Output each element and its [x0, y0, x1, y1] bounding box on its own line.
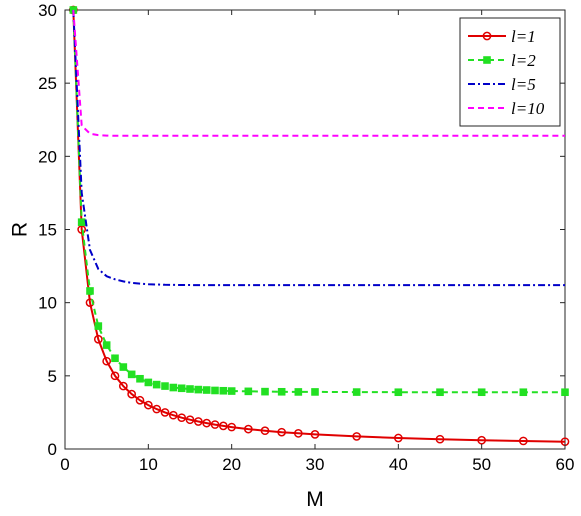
- y-tick-label: 10: [38, 294, 57, 313]
- legend-label: l=10: [511, 99, 545, 118]
- data-point: [202, 418, 212, 428]
- data-point: [519, 388, 528, 397]
- data-point: [435, 434, 445, 444]
- data-point: [310, 430, 320, 439]
- x-axis: 0 10 20 30 40 50 60: [60, 10, 574, 474]
- data-point: [352, 432, 362, 441]
- data-point: [152, 380, 161, 389]
- data-point: [186, 385, 194, 393]
- data-point: [77, 218, 86, 226]
- data-point: [518, 436, 528, 446]
- data-point: [352, 388, 361, 396]
- data-point: [152, 404, 162, 414]
- legend-box: [459, 17, 561, 127]
- data-point: [168, 410, 178, 420]
- data-point: [219, 386, 228, 395]
- legend-marker: [482, 31, 492, 41]
- x-tick-label: 20: [222, 455, 241, 474]
- series-l=10: [72, 9, 565, 137]
- y-tick-label: 25: [38, 74, 57, 93]
- data-point: [111, 354, 119, 363]
- x-tick-label: 30: [306, 455, 325, 474]
- x-tick-label: 40: [389, 455, 408, 474]
- data-point: [477, 435, 487, 445]
- data-point: [243, 424, 253, 434]
- data-point: [118, 381, 128, 391]
- y-tick-label: 20: [38, 147, 57, 166]
- data-point: [160, 408, 170, 417]
- data-point: [119, 363, 128, 371]
- data-point: [294, 388, 303, 396]
- data-point: [177, 384, 186, 393]
- x-tick-label: 50: [472, 455, 491, 474]
- data-point: [218, 421, 228, 431]
- legend: l=1 l=2 l=5 l=10: [459, 17, 561, 127]
- x-tick-label: 10: [139, 455, 158, 474]
- data-point: [135, 395, 145, 405]
- series-l=1: [68, 5, 570, 447]
- series-layer: [68, 5, 570, 447]
- data-point: [477, 388, 486, 397]
- legend-item: l=10: [468, 99, 545, 118]
- y-tick-label: 0: [48, 440, 57, 459]
- data-point: [277, 427, 287, 437]
- data-point: [193, 417, 203, 426]
- data-point: [394, 388, 403, 397]
- data-point: [185, 415, 195, 425]
- data-point: [136, 374, 144, 383]
- legend-label: l=5: [511, 75, 536, 94]
- data-point: [143, 400, 153, 410]
- data-point: [102, 356, 112, 366]
- data-point: [144, 378, 153, 387]
- data-point: [244, 387, 253, 396]
- series-line: [72, 9, 566, 443]
- data-point: [261, 387, 269, 396]
- data-point: [127, 389, 137, 399]
- data-point: [110, 371, 120, 381]
- data-point: [94, 322, 103, 330]
- data-point: [393, 433, 403, 443]
- y-tick-label: 5: [48, 367, 57, 386]
- data-point: [561, 388, 569, 397]
- data-point: [210, 420, 220, 429]
- legend-item: l=5: [468, 75, 536, 94]
- data-point: [227, 387, 236, 395]
- data-point: [260, 426, 270, 436]
- data-point: [161, 382, 169, 390]
- data-point: [202, 386, 211, 394]
- data-point: [211, 386, 219, 395]
- legend-item: l=1: [468, 27, 536, 46]
- data-point: [93, 334, 103, 344]
- series-l=2: [69, 6, 569, 397]
- y-axis: 0 5 10 15 20 25 30: [38, 1, 565, 459]
- data-point: [227, 422, 237, 432]
- data-point: [102, 341, 111, 349]
- x-tick-label: 0: [60, 455, 69, 474]
- data-point: [436, 388, 444, 397]
- x-axis-title: M: [306, 488, 324, 511]
- legend-marker: [483, 56, 491, 64]
- y-tick-label: 30: [38, 1, 57, 20]
- y-tick-label: 15: [38, 221, 57, 240]
- legend-label: l=2: [511, 51, 536, 70]
- data-point: [194, 385, 203, 394]
- legend-item: l=2: [468, 51, 536, 70]
- data-point: [311, 388, 319, 396]
- x-tick-label: 60: [556, 455, 575, 474]
- data-point: [177, 413, 187, 423]
- series-line: [72, 9, 565, 137]
- data-point: [86, 287, 94, 295]
- series-l=5: [72, 9, 565, 287]
- data-point: [277, 387, 286, 396]
- data-point: [127, 370, 136, 379]
- data-point: [169, 383, 178, 392]
- legend-label: l=1: [511, 27, 536, 46]
- data-point: [293, 428, 303, 438]
- series-line: [72, 9, 565, 287]
- y-axis-title: R: [9, 222, 32, 237]
